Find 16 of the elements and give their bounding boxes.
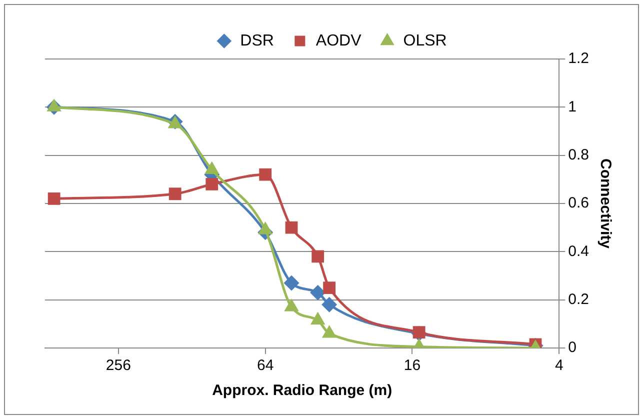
- y2-tick-label: 0.6: [568, 194, 590, 212]
- legend-label: OLSR: [403, 32, 447, 50]
- x-tick-label: 16: [404, 357, 421, 374]
- y2-tick-label: 0.8: [568, 146, 590, 164]
- legend-label: DSR: [240, 32, 274, 50]
- x-tick-label: 4: [554, 357, 564, 374]
- x-axis-title: Approx. Radio Range (m): [212, 382, 392, 400]
- legend-label: AODV: [316, 32, 362, 50]
- y2-tick-label: 1: [568, 98, 576, 116]
- y2-axis-title: Connectivity: [596, 158, 614, 250]
- y2-tick-label: 1.2: [568, 50, 590, 68]
- x-tick-label: 64: [257, 357, 274, 374]
- y2-tick-label: 0.2: [568, 290, 590, 308]
- y2-tick-label: 0: [568, 339, 576, 356]
- y2-tick-label: 0.4: [568, 242, 590, 260]
- x-tick-label: 256: [106, 357, 131, 374]
